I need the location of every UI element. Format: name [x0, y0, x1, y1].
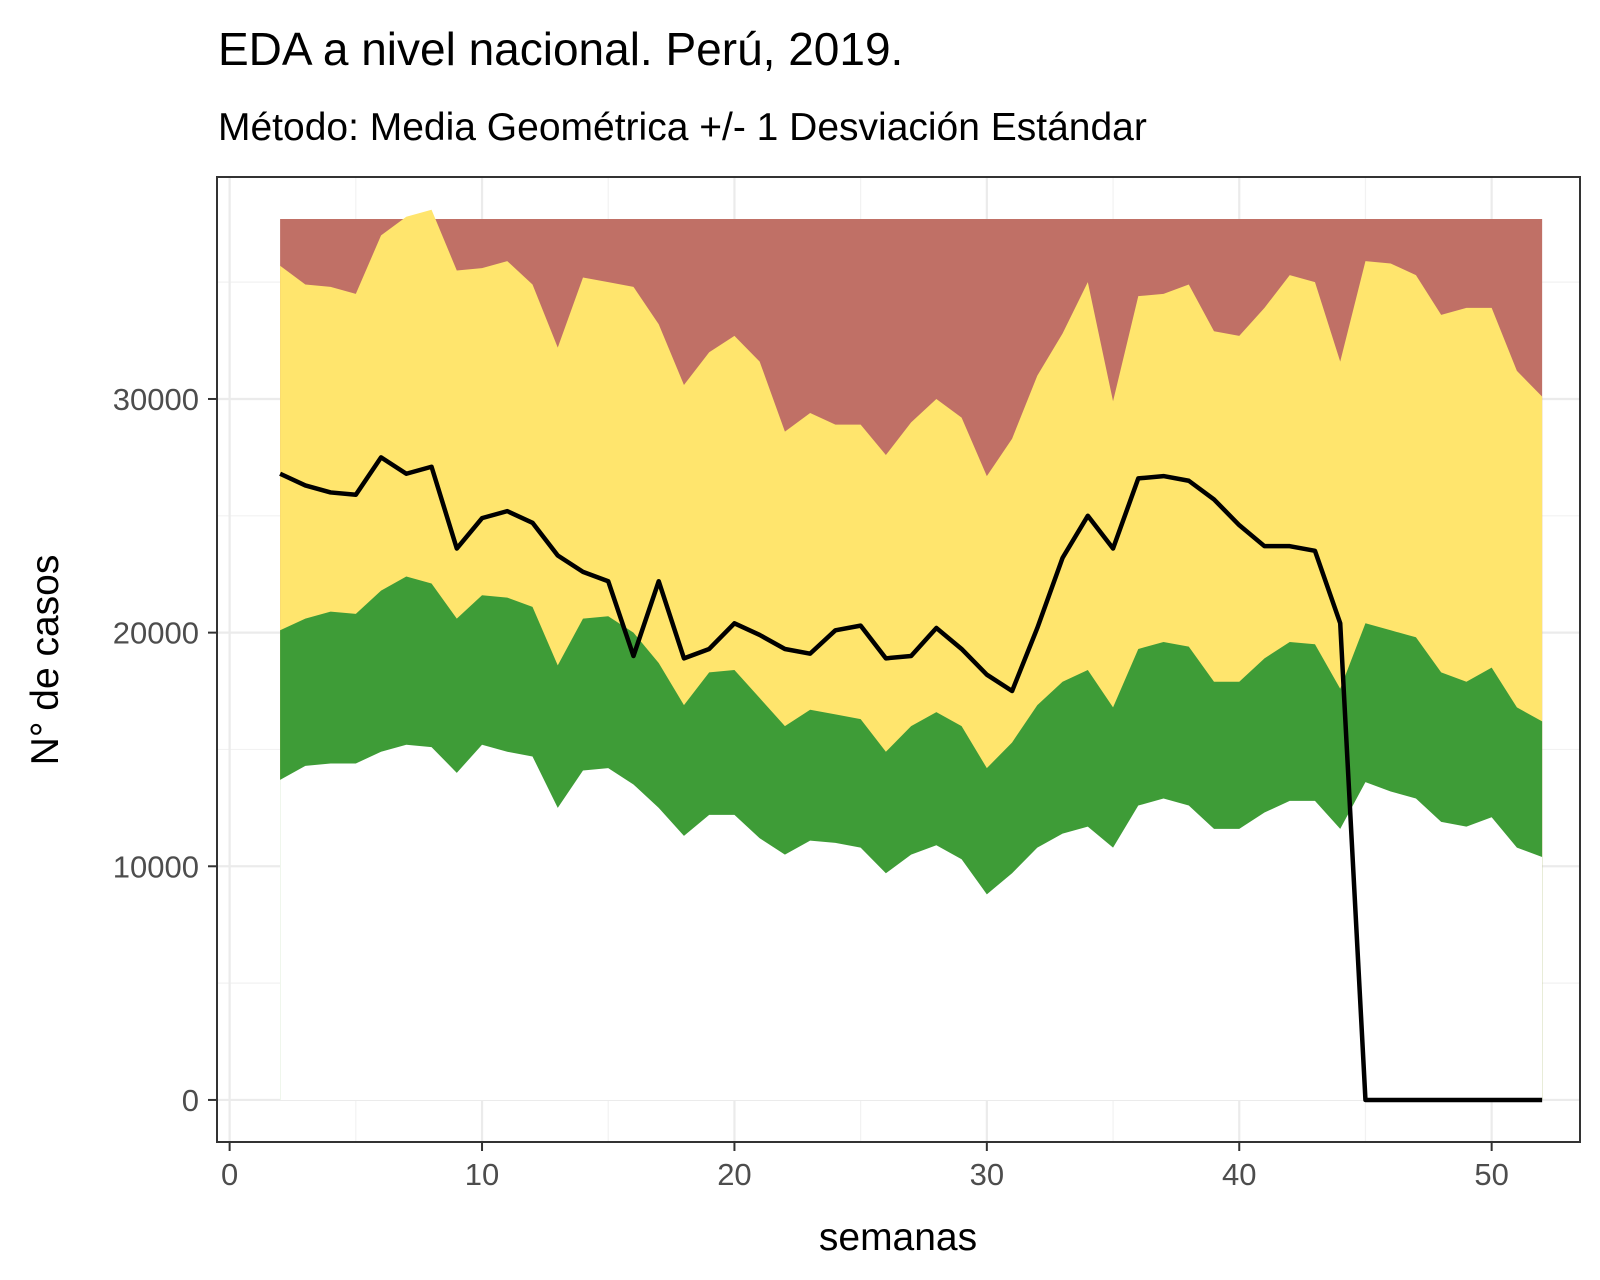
cases-line [279, 455, 1543, 1103]
y-tick-label: 10000 [113, 849, 199, 884]
chart-subtitle: Método: Media Geométrica +/- 1 Desviació… [218, 106, 1147, 149]
x-tick-label: 0 [221, 1157, 238, 1192]
x-tick-label: 30 [970, 1157, 1004, 1192]
x-axis-ticks: 0 10 20 30 40 50 [221, 1142, 1509, 1192]
panel-border [216, 176, 1581, 1143]
x-tick-label: 10 [465, 1157, 499, 1192]
y-tick-label: 20000 [113, 616, 199, 651]
x-tick-label: 40 [1222, 1157, 1256, 1192]
case-lines [279, 455, 1543, 1103]
y-tick-label: 30000 [113, 382, 199, 417]
y-axis-label: N° de casos [24, 555, 67, 766]
y-tick-label: 0 [182, 1083, 199, 1118]
threshold-bands [280, 209, 1543, 1100]
y-axis-ticks: 0 10000 20000 30000 [113, 382, 217, 1118]
band-below-lower [280, 744, 1543, 1100]
x-tick-label: 20 [717, 1157, 751, 1192]
chart-title: EDA a nivel nacional. Perú, 2019. [218, 23, 903, 75]
x-axis-label: semanas [819, 1216, 977, 1259]
x-tick-label: 50 [1474, 1157, 1508, 1192]
